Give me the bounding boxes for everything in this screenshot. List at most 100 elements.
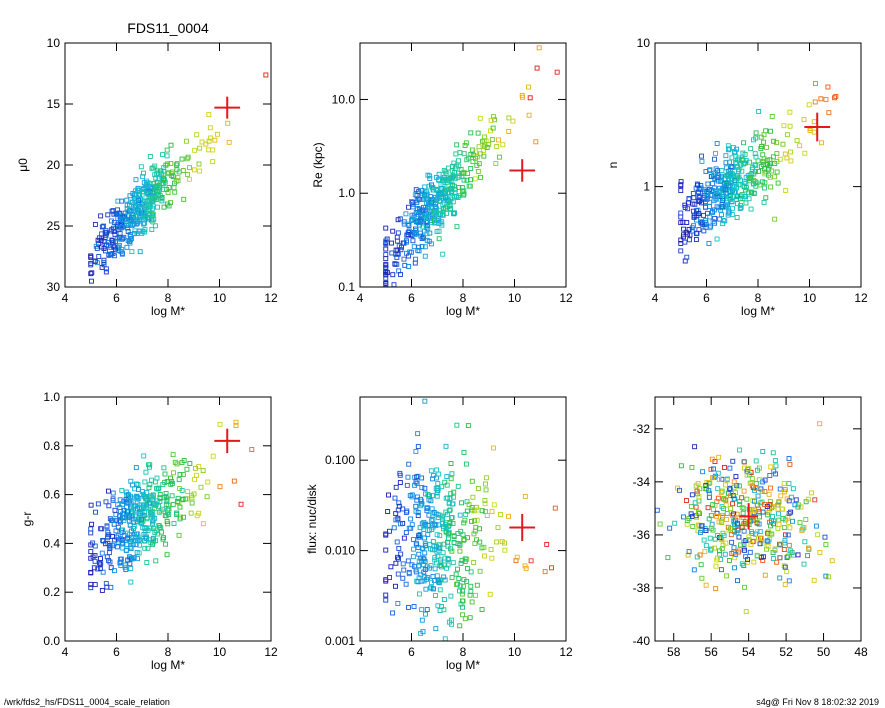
data-point xyxy=(398,551,404,557)
data-point xyxy=(749,481,755,487)
data-point xyxy=(206,147,212,153)
data-point xyxy=(702,187,708,193)
data-point xyxy=(421,556,427,562)
data-point xyxy=(462,143,468,148)
data-point xyxy=(131,503,137,509)
y-axis-label: flux: nuc/disk xyxy=(305,483,319,553)
data-point xyxy=(456,576,462,581)
data-point xyxy=(775,525,781,531)
data-point xyxy=(89,278,94,284)
y-tick-label: 15 xyxy=(47,97,61,111)
data-point xyxy=(112,231,118,237)
data-point xyxy=(469,599,475,605)
data-point xyxy=(720,221,726,227)
data-point xyxy=(460,583,466,589)
data-point xyxy=(678,220,684,226)
data-point xyxy=(477,539,483,545)
data-point xyxy=(144,515,150,521)
data-point xyxy=(731,545,737,551)
data-point xyxy=(743,554,749,560)
data-point xyxy=(133,177,139,183)
data-point xyxy=(431,473,436,479)
data-point xyxy=(753,130,759,136)
data-point xyxy=(383,532,389,538)
data-point xyxy=(429,182,434,188)
data-point xyxy=(801,561,807,567)
x-tick-label: 8 xyxy=(460,291,467,305)
data-point xyxy=(742,547,747,553)
data-point xyxy=(136,537,142,543)
data-point xyxy=(133,542,139,547)
data-point xyxy=(745,467,751,473)
data-point xyxy=(396,545,402,551)
data-point xyxy=(710,181,716,187)
data-point xyxy=(708,525,714,531)
data-point xyxy=(399,244,405,250)
data-point xyxy=(436,236,442,242)
data-point xyxy=(133,465,139,471)
x-tick-label: 4 xyxy=(652,291,659,305)
x-tick-label: 6 xyxy=(408,645,415,659)
data-point xyxy=(389,240,394,246)
data-point xyxy=(409,199,415,205)
data-point xyxy=(482,498,488,504)
data-point xyxy=(226,139,232,145)
data-point xyxy=(429,648,433,652)
data-point xyxy=(428,498,434,504)
data-point xyxy=(753,458,759,464)
data-point xyxy=(698,562,704,568)
data-point xyxy=(161,165,167,171)
data-point xyxy=(467,592,473,598)
data-point xyxy=(413,540,419,546)
data-point xyxy=(781,563,787,569)
panel-flux: 4 6 8 10 12 0.001 0.010 0.100 log M* flux: nuc/di… xyxy=(305,396,573,681)
data-point xyxy=(758,486,764,492)
data-point xyxy=(760,179,766,185)
data-point xyxy=(383,252,389,258)
data-point xyxy=(678,241,684,246)
points-n xyxy=(678,81,839,264)
data-point xyxy=(701,212,706,218)
data-point xyxy=(129,516,135,522)
data-point xyxy=(728,493,734,499)
x-tick-label: 54 xyxy=(742,645,756,659)
data-point xyxy=(678,248,684,254)
data-point xyxy=(413,508,419,514)
data-point xyxy=(787,109,793,115)
data-point xyxy=(781,481,787,486)
data-point xyxy=(135,556,140,562)
data-point xyxy=(714,557,720,563)
data-point xyxy=(136,192,142,198)
data-point xyxy=(104,242,109,248)
data-point xyxy=(121,217,127,223)
data-point xyxy=(99,550,105,556)
data-point xyxy=(732,565,737,571)
data-point xyxy=(784,132,790,138)
data-point xyxy=(127,220,133,226)
data-point xyxy=(706,490,712,496)
data-point xyxy=(422,244,428,250)
data-point xyxy=(442,195,448,201)
data-point xyxy=(406,253,412,259)
data-point xyxy=(769,113,775,119)
data-point xyxy=(158,168,164,174)
data-point xyxy=(751,181,757,186)
data-point xyxy=(729,512,735,518)
data-point xyxy=(430,539,436,545)
data-point xyxy=(695,182,701,188)
data-point xyxy=(114,544,120,550)
data-point xyxy=(174,510,180,516)
data-point xyxy=(454,142,460,148)
data-point xyxy=(434,217,440,223)
data-point xyxy=(678,214,684,220)
data-point xyxy=(192,476,198,482)
data-point xyxy=(427,677,431,681)
data-point xyxy=(125,535,131,541)
data-point xyxy=(92,258,98,264)
data-point xyxy=(139,516,144,522)
data-point xyxy=(210,159,216,165)
data-point xyxy=(413,449,419,454)
data-point xyxy=(701,537,707,543)
points-mu0 xyxy=(88,72,269,284)
data-point xyxy=(454,422,460,428)
